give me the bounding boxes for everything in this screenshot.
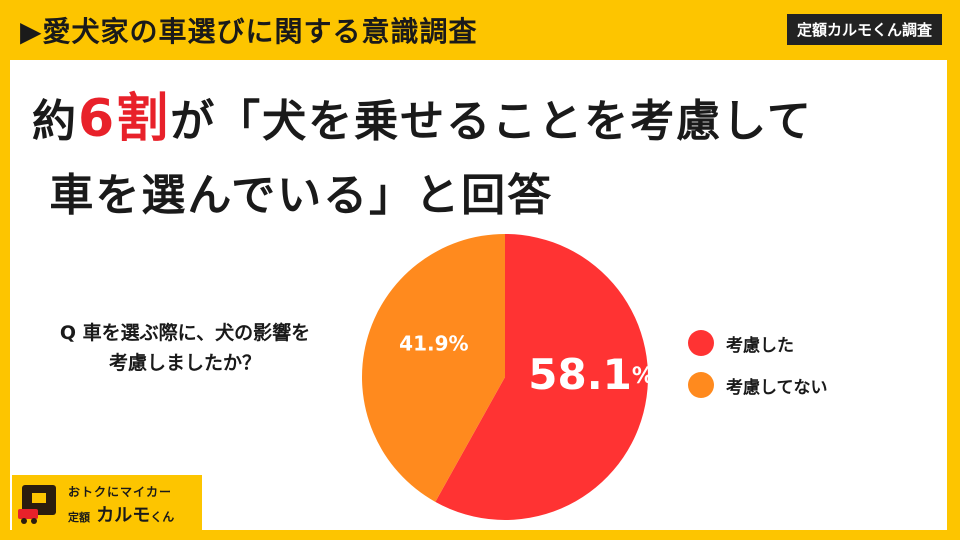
legend-dot-not-considered <box>688 372 714 398</box>
headline-highlight: 6割 <box>78 89 171 149</box>
brand-logo: おトクにマイカー 定額 カルモくん <box>12 475 202 531</box>
pie-slice-considered <box>435 234 648 520</box>
headline-line1-rest: が「犬を乗せることを考慮して <box>170 96 813 147</box>
logo-brand-main: カルモ <box>96 505 151 526</box>
headline-prefix: 約 <box>32 96 78 147</box>
pie-chart: 58.1% 41.9% <box>350 225 654 530</box>
legend-dot-considered <box>688 330 714 356</box>
page-title: ▶愛犬家の車選びに関する意識調査 <box>20 15 478 48</box>
legend-item-considered: 考慮した <box>688 330 828 356</box>
chart-legend: 考慮した 考慮してない <box>688 330 828 414</box>
survey-question: Q 車を選ぶ際に、犬の影響を 考慮しましたか？ <box>20 318 350 378</box>
content-card: 約6割が「犬を乗せることを考慮して 車を選んでいる」と回答 Q 車を選ぶ際に、犬… <box>10 60 947 530</box>
logo-brand-suffix: くん <box>150 510 175 524</box>
logo-brand: 定額 カルモくん <box>68 501 174 527</box>
source-badge: 定額カルモくん調査 <box>786 14 942 45</box>
headline: 約6割が「犬を乗せることを考慮して 車を選んでいる」と回答 <box>32 82 942 233</box>
headline-line-2: 車を選んでいる」と回答 <box>32 170 554 221</box>
logo-tagline: おトクにマイカー <box>68 485 173 499</box>
legend-label-not-considered: 考慮してない <box>726 377 828 398</box>
headline-line-1: 約6割が「犬を乗せることを考慮して <box>32 82 942 159</box>
pie-label-not-considered: 41.9% <box>399 332 468 356</box>
question-line-1: Q 車を選ぶ際に、犬の影響を <box>59 322 311 344</box>
legend-label-considered: 考慮した <box>726 335 794 356</box>
question-line-2: 考慮しましたか？ <box>108 352 261 374</box>
legend-item-not-considered: 考慮してない <box>688 372 828 398</box>
pie-slice-not-considered <box>362 234 505 502</box>
logo-brand-prefix: 定額 <box>68 511 90 524</box>
car-logo-icon <box>18 485 56 524</box>
pie-chart-svg: 58.1% 41.9% <box>362 234 654 520</box>
pie-label-considered: 58.1% <box>528 349 654 398</box>
